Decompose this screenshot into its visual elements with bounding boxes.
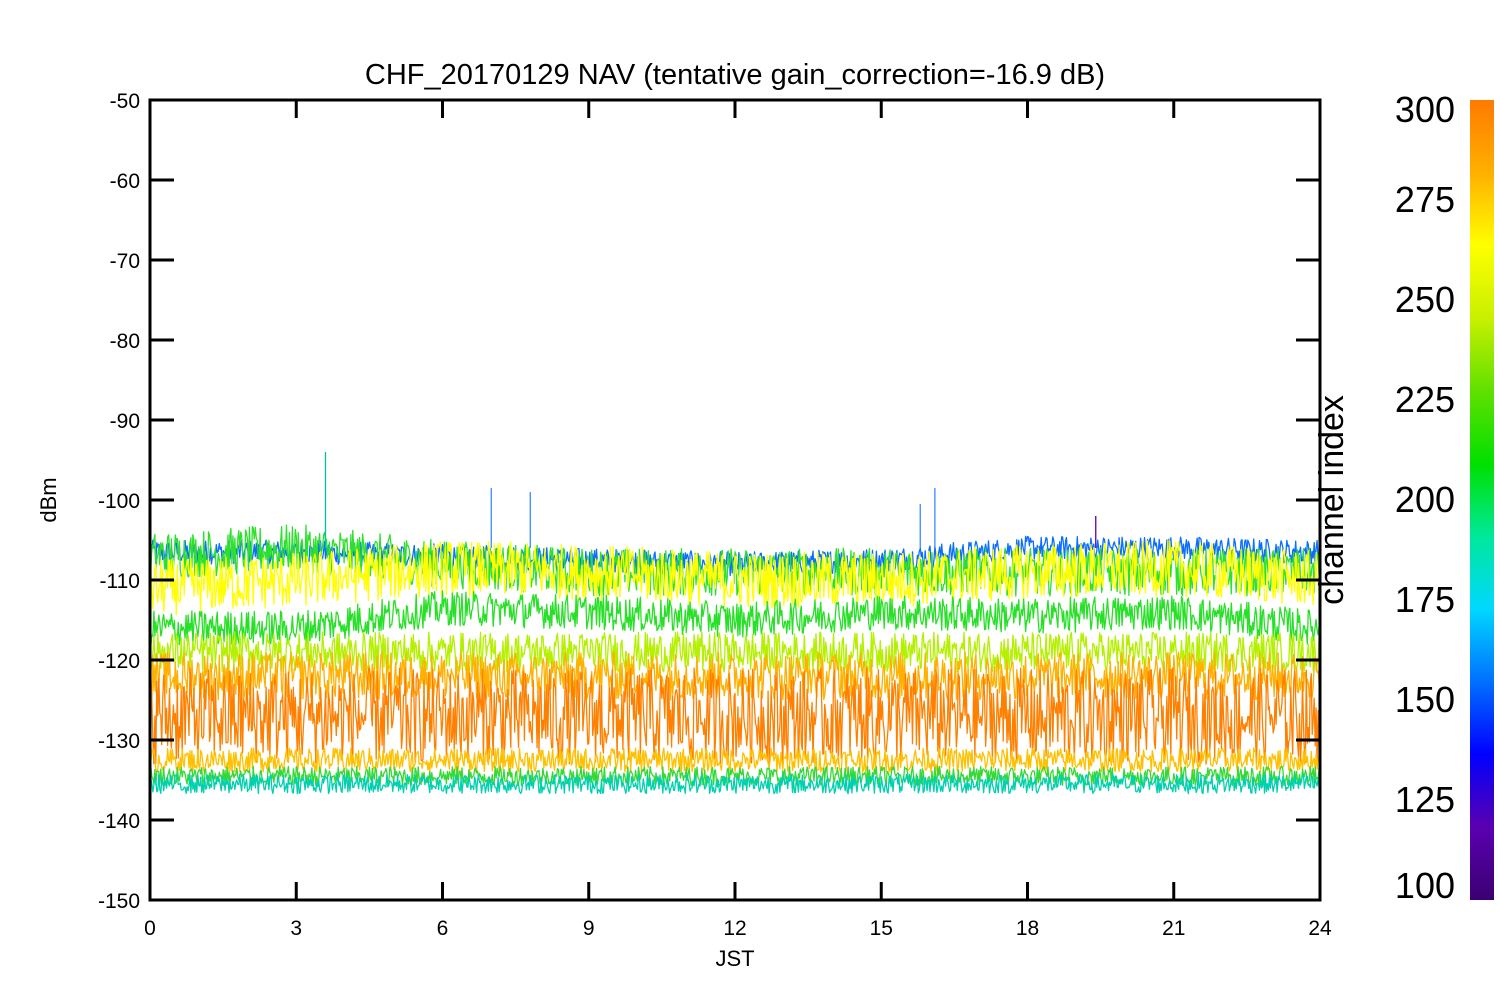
chart-title: CHF_20170129 NAV (tentative gain_correct… [365, 59, 1105, 91]
y-tick-label: -140 [98, 810, 140, 833]
series-band-295 [150, 667, 1320, 765]
series-band-215 [150, 524, 1320, 597]
series-band-185 [150, 773, 1320, 795]
y-tick-label: -100 [98, 490, 140, 513]
y-tick-label: -150 [98, 890, 140, 913]
colorbar-tick-label: 125 [1395, 779, 1455, 820]
colorbar-axis-label: channel index [1313, 395, 1351, 605]
y-axis: -50 -60 -70 -80 -90 -100 -110 -120 -130 -140 -150 [98, 90, 1320, 913]
x-tick-label: 3 [290, 917, 302, 940]
x-tick-label: 21 [1162, 917, 1185, 940]
y-tick-label: -130 [98, 730, 140, 753]
y-tick-label: -110 [100, 570, 140, 593]
y-tick-label: -80 [110, 330, 140, 353]
y-axis-label: dBm [36, 477, 61, 522]
colorbar-ticks: 300 275 250 225 200 175 150 125 100 [1395, 89, 1455, 906]
x-tick-label: 12 [723, 917, 746, 940]
y-tick-label: -70 [110, 250, 140, 273]
colorbar-tick-label: 200 [1395, 479, 1455, 520]
colorbar: 300 275 250 225 200 175 150 125 100 channel inde… [1313, 89, 1494, 906]
x-tick-label: 15 [870, 917, 893, 940]
colorbar-tick-label: 225 [1395, 379, 1455, 420]
y-tick-label: -50 [110, 90, 140, 113]
colorbar-tick-label: 300 [1395, 89, 1455, 130]
y-tick-label: -60 [110, 170, 140, 193]
plot-area [150, 452, 1320, 795]
colorbar-tick-label: 100 [1395, 865, 1455, 906]
x-tick-label: 0 [144, 917, 156, 940]
x-tick-label: 6 [437, 917, 449, 940]
series-band-275 [150, 539, 1320, 616]
series-band-235 [150, 590, 1320, 646]
x-axis: 0 3 6 9 12 15 18 21 24 [144, 100, 1332, 940]
series-band-230 [150, 765, 1320, 787]
series-band-280 [150, 747, 1320, 773]
x-tick-label: 9 [583, 917, 595, 940]
y-tick-label: -90 [110, 410, 140, 433]
y-tick-label: -120 [98, 650, 140, 673]
x-axis-label: JST [715, 946, 754, 971]
colorbar-gradient [1470, 100, 1494, 900]
x-tick-label: 24 [1308, 917, 1332, 940]
colorbar-tick-label: 150 [1395, 679, 1455, 720]
colorbar-tick-label: 175 [1395, 579, 1455, 620]
colorbar-tick-label: 275 [1395, 179, 1455, 220]
colorbar-tick-label: 250 [1395, 279, 1455, 320]
x-tick-label: 18 [1016, 917, 1039, 940]
series-band-258 [150, 631, 1320, 673]
